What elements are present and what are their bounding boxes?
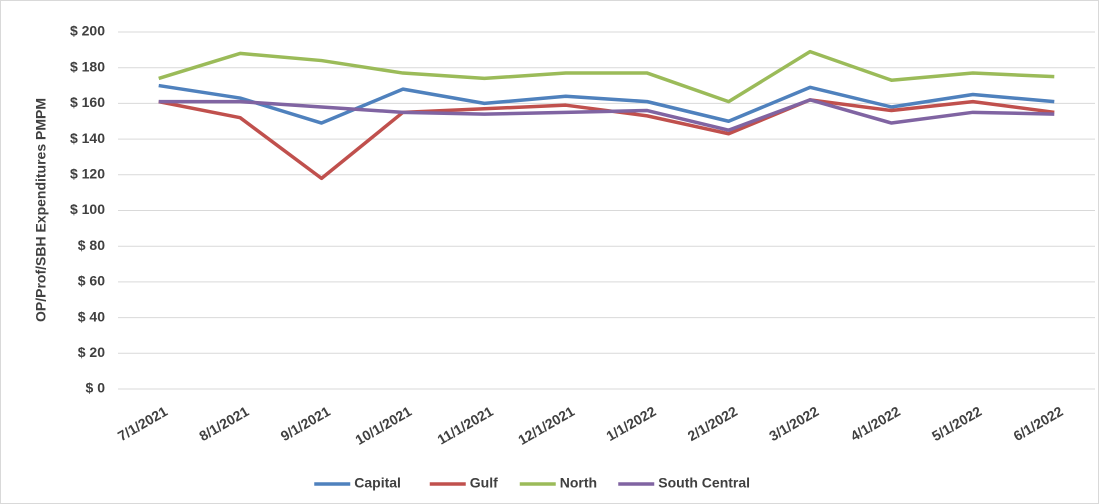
y-tick-label: $ 120 xyxy=(70,166,105,182)
y-tick-label: $ 80 xyxy=(78,237,105,253)
series-line xyxy=(158,83,1055,125)
legend-label: South Central xyxy=(658,475,750,491)
legend-label: North xyxy=(560,475,597,491)
y-tick-label: $ 20 xyxy=(78,344,105,360)
y-tick-label: $ 40 xyxy=(78,308,105,324)
y-tick-label: $ 180 xyxy=(70,58,105,74)
series-line xyxy=(158,49,1055,104)
y-axis-label: OP/Prof/SBH Expenditures PMPM xyxy=(33,98,49,322)
y-tick-label: $ 0 xyxy=(86,380,106,396)
y-tick-label: $ 100 xyxy=(70,201,105,217)
y-tick-label: $ 200 xyxy=(70,23,105,39)
y-tick-label: $ 160 xyxy=(70,94,105,110)
series-line xyxy=(158,98,1055,132)
y-tick-label: $ 60 xyxy=(78,273,105,289)
legend-label: Gulf xyxy=(470,475,498,491)
y-tick-label: $ 140 xyxy=(70,130,105,146)
legend-label: Capital xyxy=(354,475,401,491)
